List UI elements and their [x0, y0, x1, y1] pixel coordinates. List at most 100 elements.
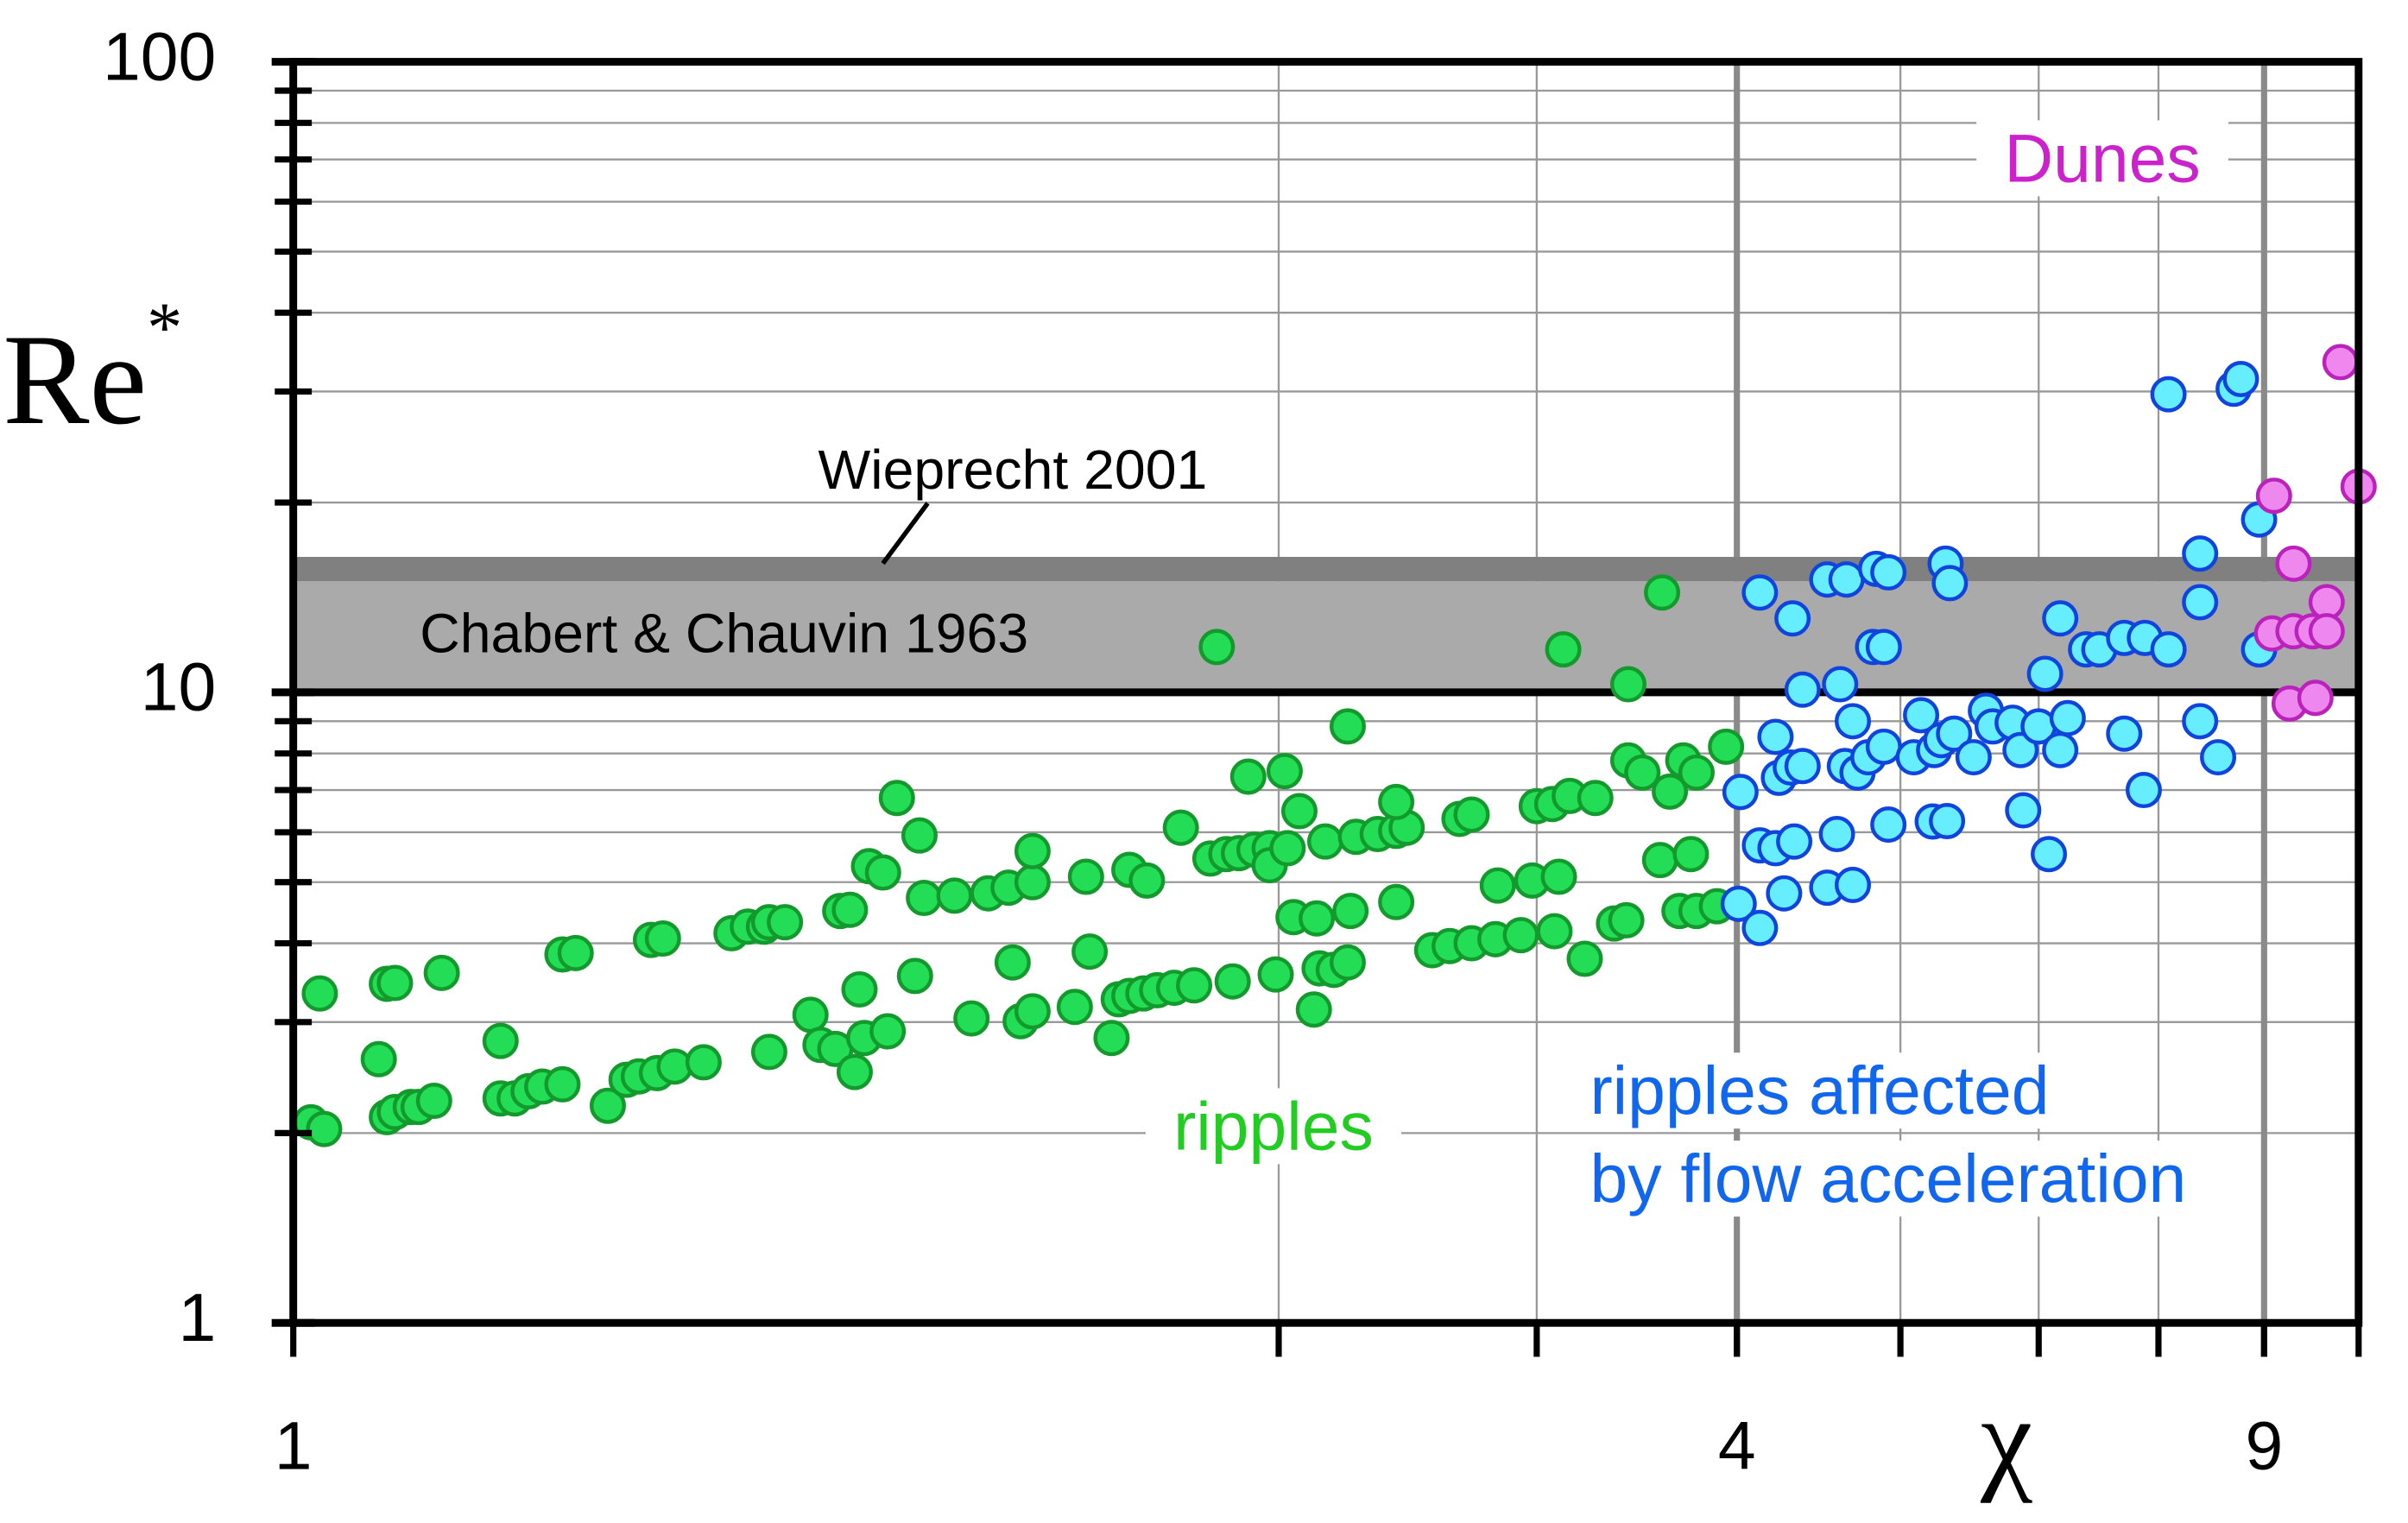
point — [869, 1013, 907, 1050]
point — [685, 1044, 722, 1081]
point — [557, 934, 594, 971]
point — [360, 1040, 397, 1077]
point — [1266, 753, 1303, 790]
annotation: ripples affected — [1590, 1052, 2049, 1128]
point — [1870, 806, 1907, 844]
point — [2150, 631, 2187, 668]
y-tick-label: 10 — [141, 649, 217, 725]
point — [2125, 772, 2162, 809]
point — [1545, 631, 1582, 668]
point — [2042, 731, 2079, 768]
point — [1903, 697, 1940, 734]
point — [1378, 883, 1415, 920]
point — [1720, 885, 1757, 922]
points — [293, 344, 2377, 1147]
point — [2005, 792, 2042, 829]
bands — [293, 556, 2359, 697]
y-axis-label-sup: * — [147, 288, 182, 367]
point — [1453, 796, 1490, 833]
point — [544, 1065, 581, 1103]
x-axis-label: χ — [1980, 1374, 2032, 1504]
point — [2322, 344, 2359, 381]
point — [1708, 728, 1745, 765]
labels: Chabert & Chauvin 1963 Wieprecht 2001 ripp… — [420, 120, 2228, 1217]
point — [1776, 823, 1813, 860]
point — [1641, 842, 1678, 879]
point — [301, 975, 338, 1012]
annotation-background — [1976, 120, 2228, 197]
point — [1936, 715, 1973, 752]
point — [1865, 629, 1902, 666]
point — [2308, 613, 2345, 650]
point — [792, 996, 829, 1033]
annotation: by flow acceleration — [1590, 1141, 2186, 1217]
point — [1329, 708, 1366, 745]
point — [1828, 561, 1865, 598]
point — [2031, 836, 2068, 873]
point — [1056, 989, 1093, 1026]
point — [1071, 933, 1109, 970]
point — [1128, 862, 1166, 899]
point — [1295, 991, 1332, 1028]
annotation-background — [1145, 1088, 1401, 1165]
point — [589, 1087, 626, 1124]
point — [2026, 655, 2064, 692]
point — [1257, 956, 1294, 993]
point — [1502, 917, 1539, 954]
point — [1329, 944, 1366, 981]
point — [2002, 731, 2039, 768]
point — [1822, 666, 1859, 703]
point — [1955, 739, 1992, 776]
point — [2182, 584, 2219, 621]
point — [994, 944, 1031, 981]
point — [1014, 993, 1051, 1030]
annotation-background — [1562, 1052, 2077, 1129]
x-tick-label: 4 — [1718, 1407, 1756, 1483]
point — [896, 957, 933, 995]
band — [293, 581, 2359, 692]
point — [1299, 900, 1336, 937]
band-label: Chabert & Chauvin 1963 — [420, 602, 1028, 664]
annotation-background — [1562, 1141, 2215, 1217]
point — [376, 964, 414, 1002]
point — [415, 1083, 452, 1120]
point — [1741, 909, 1779, 946]
point — [1774, 600, 1811, 637]
point — [1609, 666, 1646, 703]
point — [836, 1053, 873, 1090]
band — [293, 556, 2359, 582]
point — [2049, 699, 2086, 736]
point — [767, 904, 804, 941]
point — [2106, 715, 2143, 752]
point — [2042, 600, 2079, 637]
frame: 1 4 9 1 10 100 — [103, 18, 2363, 1483]
point — [1067, 858, 1104, 895]
point — [1834, 866, 1871, 903]
point — [1214, 963, 1251, 1000]
point — [1536, 913, 1573, 950]
point — [2222, 360, 2259, 397]
point — [878, 780, 915, 817]
point — [644, 920, 681, 957]
point — [901, 817, 938, 854]
point — [482, 1022, 519, 1059]
point — [2255, 477, 2292, 515]
annotation: Dunes — [2004, 120, 2200, 196]
point — [1014, 863, 1051, 901]
point — [2297, 679, 2334, 717]
x-tick-label: 1 — [275, 1407, 313, 1483]
point — [1678, 754, 1715, 791]
point — [1269, 830, 1306, 867]
band-label: Wieprecht 2001 — [818, 439, 1208, 501]
y-axis-label-main: Re — [3, 308, 147, 452]
point — [841, 970, 878, 1008]
point — [1577, 780, 1614, 817]
point — [2182, 703, 2219, 740]
y-axis-label: Re* — [3, 288, 182, 452]
point — [1162, 809, 1199, 846]
point — [864, 854, 901, 891]
point — [1608, 901, 1645, 938]
point — [1014, 832, 1051, 869]
y-tick-label: 1 — [179, 1280, 217, 1356]
